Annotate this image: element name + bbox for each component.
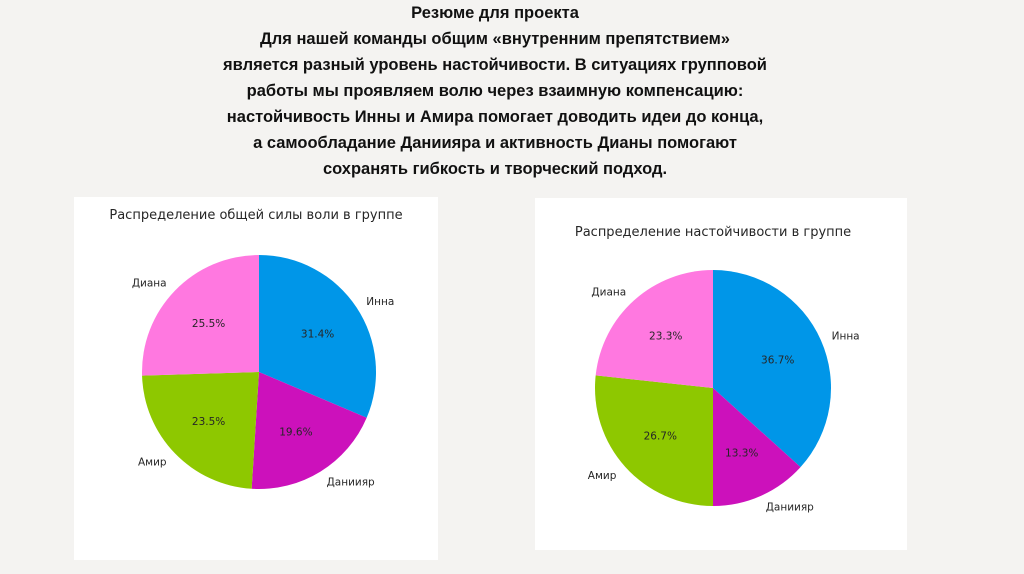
pie-value-label: 23.5% xyxy=(192,416,225,428)
summary-heading: Резюме для проекта xyxy=(411,4,579,22)
pie-slice-3 xyxy=(142,372,259,489)
pie-slice-2 xyxy=(713,388,801,506)
pie-category-label: Инна xyxy=(832,330,860,342)
chart-title: Распределение настойчивости в группе xyxy=(575,225,851,240)
pie-value-label: 19.6% xyxy=(279,427,312,439)
chart-panel-willpower: Распределение общей силы воли в группе 31… xyxy=(74,197,438,560)
pie-chart-willpower: Распределение общей силы воли в группе 31… xyxy=(109,208,403,490)
pie-value-label: 26.7% xyxy=(644,430,677,442)
pie-slice-1 xyxy=(259,255,377,418)
pie-category-label: Даниияр xyxy=(766,502,814,514)
summary-line: настойчивость Инны и Амира помогает дово… xyxy=(226,108,764,126)
pie-value-label: 25.5% xyxy=(192,318,225,330)
summary-line: Для нашей команды общим «внутренним преп… xyxy=(260,30,730,48)
pie-category-label: Диана xyxy=(132,277,167,289)
pie-slice-4 xyxy=(142,255,259,376)
pie-value-label: 13.3% xyxy=(725,448,758,460)
pie-category-label: Диана xyxy=(591,286,626,298)
summary-line: сохранять гибкость и творческий подход. xyxy=(322,160,668,178)
summary-line: является разный уровень настойчивости. В… xyxy=(223,56,767,74)
pie-slice-1 xyxy=(713,270,832,468)
pie-chart-persistence: Распределение настойчивости в группе 36.7… xyxy=(575,225,860,514)
pie-value-label: 31.4% xyxy=(301,328,334,340)
pie-value-label: 23.3% xyxy=(649,330,682,342)
pie-value-label: 36.7% xyxy=(761,354,794,366)
pie-category-label: Амир xyxy=(588,470,617,482)
project-summary: Резюме для проекта Для нашей команды общ… xyxy=(150,0,840,182)
chart-title: Распределение общей силы воли в группе xyxy=(109,208,402,223)
summary-line: работы мы проявляем волю через взаимную … xyxy=(246,82,744,100)
pie-category-label: Инна xyxy=(366,296,394,308)
pie-slice-4 xyxy=(595,270,713,388)
pie-slice-3 xyxy=(594,375,713,506)
chart-panel-persistence: Распределение настойчивости в группе 36.7… xyxy=(535,198,907,550)
pie-category-label: Даниияр xyxy=(327,477,375,489)
summary-line: а самообладание Даниияра и активность Ди… xyxy=(253,134,737,152)
pie-slice-2 xyxy=(251,372,367,490)
pie-category-label: Амир xyxy=(138,457,167,469)
